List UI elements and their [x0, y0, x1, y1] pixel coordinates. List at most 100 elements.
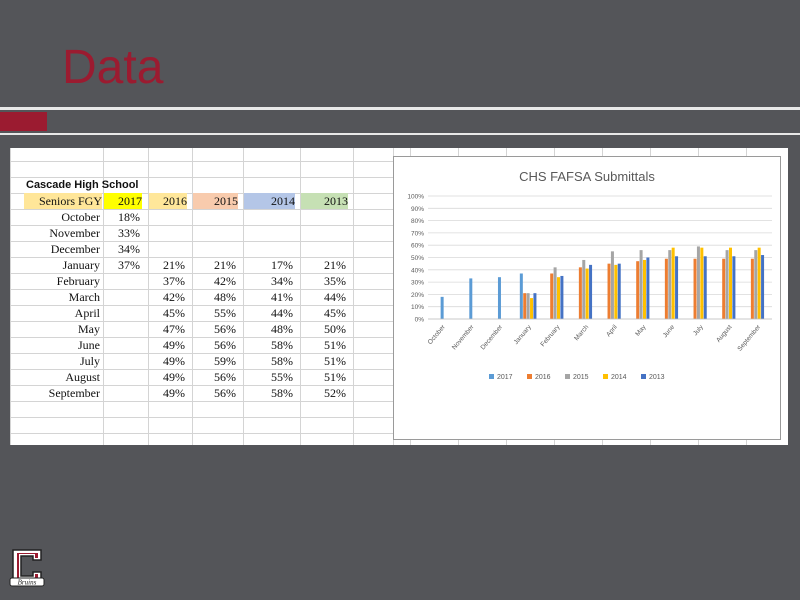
bar-2013-february — [560, 275, 564, 319]
value-cell: 49% — [163, 338, 185, 352]
value-cell: 44% — [324, 290, 346, 304]
value-cell: 35% — [324, 274, 346, 288]
month-label: February — [56, 274, 100, 288]
y-tick-label: 30% — [411, 280, 424, 287]
legend-label: 2016 — [535, 374, 551, 381]
value-cell: 56% — [214, 386, 236, 400]
bar-2016-february — [550, 273, 554, 319]
y-tick-label: 70% — [411, 230, 424, 237]
value-cell: 21% — [163, 258, 185, 272]
divider-line — [0, 107, 800, 110]
bar-2016-march — [578, 267, 582, 319]
value-cell: 51% — [324, 370, 346, 384]
value-cell: 59% — [214, 354, 236, 368]
y-tick-label: 80% — [411, 218, 424, 225]
value-cell: 51% — [324, 354, 346, 368]
bar-2015-april — [610, 251, 614, 319]
bar-2013-january — [533, 293, 537, 319]
value-cell: 49% — [163, 370, 185, 384]
school-name: Cascade High School — [26, 179, 139, 191]
value-cell: 44% — [271, 306, 293, 320]
value-cell: 55% — [271, 370, 293, 384]
bar-2014-may — [643, 259, 646, 319]
value-cell: 51% — [324, 338, 346, 352]
bar-2013-june — [675, 256, 679, 319]
x-tick-label: November — [451, 323, 476, 351]
bar-2017-december — [497, 277, 501, 319]
value-cell: 37% — [118, 258, 140, 272]
legend-label: 2017 — [497, 374, 513, 381]
header-corner: Seniors FGY — [24, 193, 102, 209]
bar-2013-august — [732, 256, 736, 319]
y-tick-label: 50% — [411, 255, 424, 262]
bar-2013-july — [703, 256, 707, 319]
value-cell: 21% — [324, 258, 346, 272]
y-tick-label: 40% — [411, 267, 424, 274]
value-cell: 21% — [214, 258, 236, 272]
month-label: September — [48, 386, 100, 400]
month-label: March — [68, 290, 100, 304]
legend-swatch — [641, 374, 646, 379]
bar-2014-april — [614, 264, 618, 319]
bar-2016-june — [664, 258, 668, 319]
title-band: Data — [0, 0, 800, 106]
year-header: 2017 — [104, 193, 142, 209]
header-bar — [53, 112, 800, 131]
bar-2014-march — [585, 268, 589, 319]
month-label: October — [61, 210, 100, 224]
divider-line — [0, 133, 800, 135]
bruins-logo-icon: Bruins — [9, 549, 45, 587]
bar-2016-august — [722, 258, 726, 319]
value-cell: 47% — [163, 322, 185, 336]
chart-title: CHS FAFSA Submittals — [519, 169, 655, 184]
bar-2017-november — [469, 278, 473, 319]
month-label: May — [78, 322, 100, 336]
bar-2013-march — [589, 264, 593, 319]
value-cell: 45% — [324, 306, 346, 320]
month-label: November — [49, 226, 100, 240]
accent-bar — [0, 112, 47, 131]
month-label: December — [50, 242, 100, 256]
chart-canvas: CHS FAFSA Submittals 0% 10% 20% 30% 40% 50% 60%… — [407, 169, 772, 381]
month-label: April — [74, 306, 100, 320]
bar-2016-january — [523, 293, 527, 319]
value-cell: 48% — [271, 322, 293, 336]
value-cell: 37% — [163, 274, 185, 288]
legend-label: 2013 — [649, 374, 665, 381]
legend-swatch — [565, 374, 570, 379]
value-cell: 58% — [271, 338, 293, 352]
x-tick-label: March — [573, 323, 590, 342]
legend-swatch — [603, 374, 608, 379]
value-cell: 17% — [271, 258, 293, 272]
bar-2014-january — [530, 298, 534, 319]
bar-2013-september — [761, 255, 765, 319]
bar-2017-january — [519, 273, 523, 319]
value-cell: 45% — [163, 306, 185, 320]
bar-2015-september — [754, 250, 758, 319]
bar-2015-july — [696, 246, 700, 319]
bar-2016-september — [750, 258, 754, 319]
x-tick-label: June — [662, 324, 677, 340]
spreadsheet-gridlines — [10, 148, 747, 445]
value-cell: 58% — [271, 354, 293, 368]
value-cell: 50% — [324, 322, 346, 336]
x-tick-label: December — [480, 323, 505, 351]
bar-2015-february — [553, 267, 557, 319]
bar-2013-may — [646, 257, 650, 319]
bar-2014-september — [757, 247, 761, 319]
x-tick-label: February — [539, 323, 562, 348]
year-header: 2013 — [301, 193, 348, 209]
bar-2015-august — [725, 250, 729, 319]
x-tick-label: September — [736, 323, 762, 352]
bar-2015-june — [668, 250, 672, 319]
legend-swatch — [489, 374, 494, 379]
year-header: 2016 — [149, 193, 187, 209]
x-tick-label: August — [715, 324, 733, 344]
svg-text:Bruins: Bruins — [18, 579, 37, 587]
fafsa-chart: CHS FAFSA Submittals 0% 10% 20% 30% 40% 50% 60%… — [393, 156, 781, 440]
bar-2013-april — [617, 263, 621, 319]
x-tick-label: April — [605, 323, 619, 338]
value-cell: 49% — [163, 386, 185, 400]
bar-2014-february — [557, 277, 560, 319]
value-cell: 34% — [118, 242, 140, 256]
